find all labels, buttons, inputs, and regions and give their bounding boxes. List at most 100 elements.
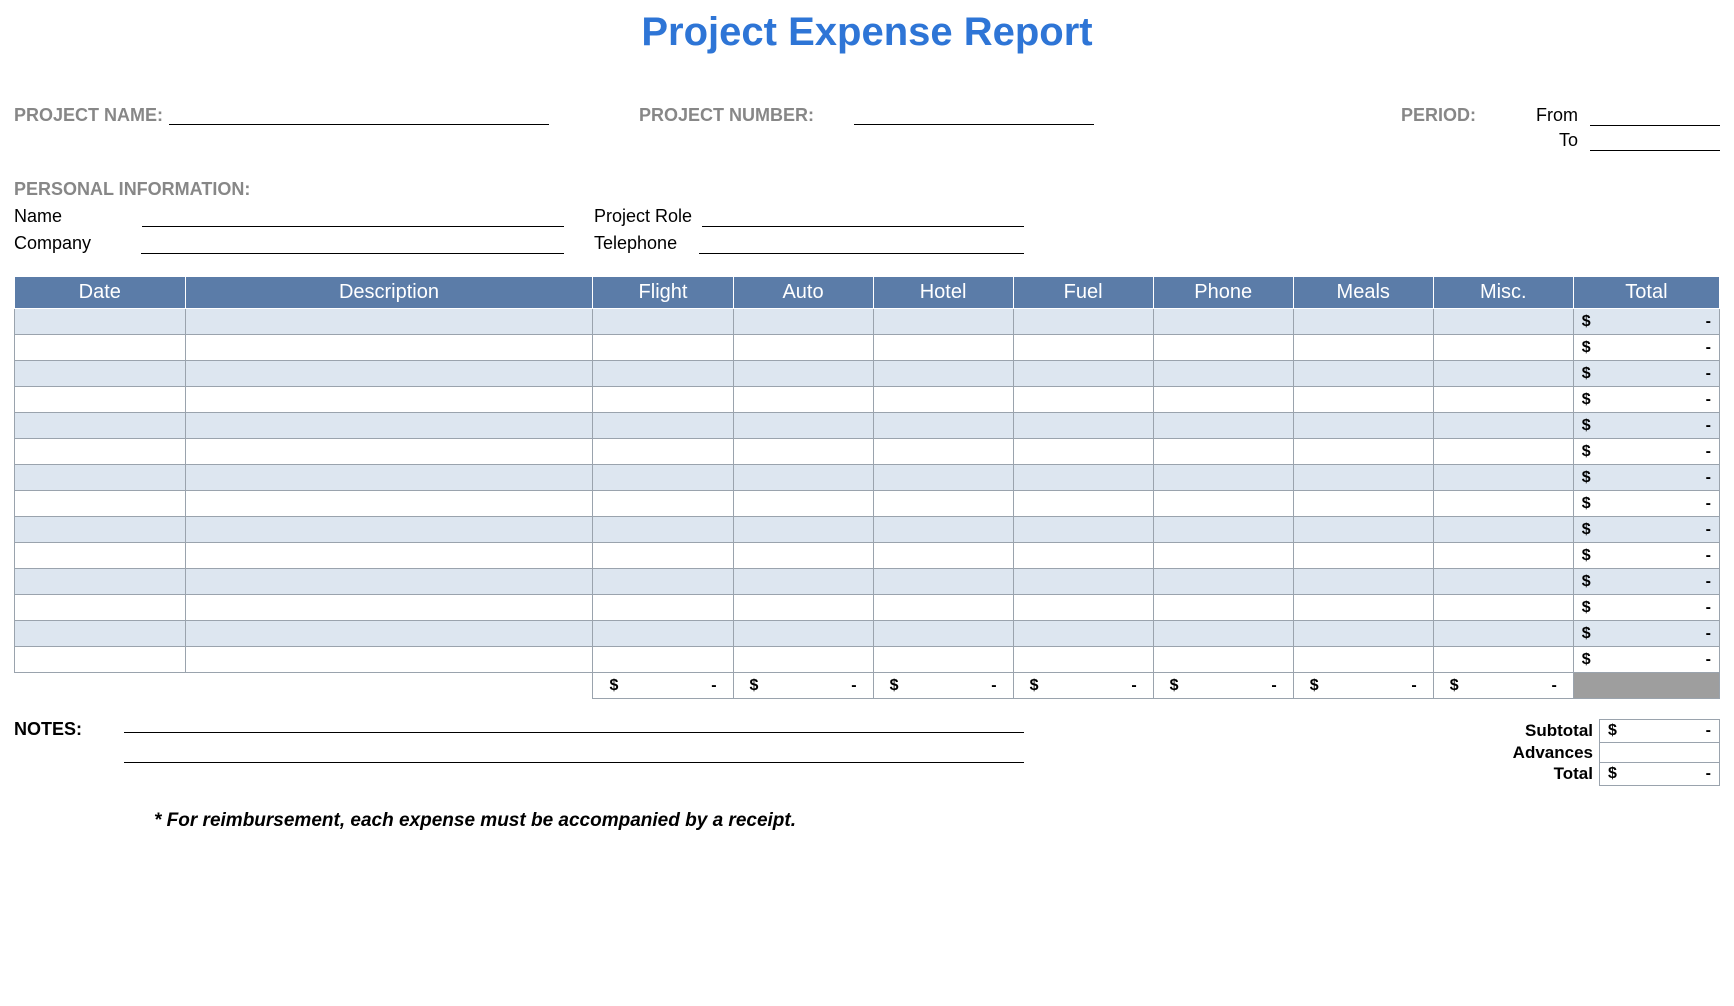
table-cell[interactable] bbox=[15, 543, 186, 569]
table-cell[interactable] bbox=[873, 491, 1013, 517]
table-cell[interactable] bbox=[593, 335, 733, 361]
table-cell[interactable] bbox=[1153, 335, 1293, 361]
table-cell[interactable] bbox=[1433, 595, 1573, 621]
table-cell[interactable] bbox=[185, 491, 593, 517]
table-cell[interactable] bbox=[1153, 413, 1293, 439]
table-cell[interactable] bbox=[1293, 543, 1433, 569]
table-cell[interactable] bbox=[1013, 413, 1153, 439]
table-cell[interactable] bbox=[593, 569, 733, 595]
table-cell[interactable] bbox=[873, 361, 1013, 387]
table-cell[interactable] bbox=[1293, 361, 1433, 387]
table-cell[interactable] bbox=[1433, 569, 1573, 595]
table-cell[interactable] bbox=[1013, 335, 1153, 361]
table-cell[interactable] bbox=[1013, 465, 1153, 491]
table-cell[interactable] bbox=[1293, 569, 1433, 595]
table-cell[interactable] bbox=[733, 595, 873, 621]
table-cell[interactable] bbox=[733, 621, 873, 647]
table-cell[interactable] bbox=[15, 387, 186, 413]
table-cell[interactable] bbox=[873, 517, 1013, 543]
table-cell[interactable] bbox=[1433, 465, 1573, 491]
table-cell[interactable] bbox=[1153, 465, 1293, 491]
table-cell[interactable] bbox=[15, 309, 186, 335]
table-cell[interactable] bbox=[15, 439, 186, 465]
table-cell[interactable] bbox=[1433, 647, 1573, 673]
table-cell[interactable] bbox=[873, 595, 1013, 621]
table-cell[interactable] bbox=[1293, 413, 1433, 439]
table-cell[interactable] bbox=[185, 465, 593, 491]
table-cell[interactable] bbox=[1153, 491, 1293, 517]
table-cell[interactable] bbox=[1153, 439, 1293, 465]
table-cell[interactable] bbox=[873, 569, 1013, 595]
table-cell[interactable] bbox=[15, 595, 186, 621]
table-cell[interactable] bbox=[1293, 439, 1433, 465]
table-cell[interactable] bbox=[1433, 335, 1573, 361]
table-cell[interactable] bbox=[185, 647, 593, 673]
table-cell[interactable] bbox=[1153, 543, 1293, 569]
table-cell[interactable] bbox=[593, 543, 733, 569]
table-cell[interactable] bbox=[15, 569, 186, 595]
table-cell[interactable] bbox=[1013, 361, 1153, 387]
period-to-input[interactable] bbox=[1590, 131, 1720, 151]
table-cell[interactable] bbox=[733, 647, 873, 673]
table-cell[interactable] bbox=[593, 595, 733, 621]
table-cell[interactable] bbox=[733, 543, 873, 569]
table-cell[interactable] bbox=[1153, 517, 1293, 543]
table-cell[interactable] bbox=[1293, 387, 1433, 413]
table-cell[interactable] bbox=[873, 621, 1013, 647]
table-cell[interactable] bbox=[593, 361, 733, 387]
table-cell[interactable] bbox=[1153, 595, 1293, 621]
table-cell[interactable] bbox=[15, 361, 186, 387]
table-cell[interactable] bbox=[1153, 647, 1293, 673]
table-cell[interactable] bbox=[1293, 309, 1433, 335]
table-cell[interactable] bbox=[873, 439, 1013, 465]
table-cell[interactable] bbox=[1293, 335, 1433, 361]
table-cell[interactable] bbox=[15, 335, 186, 361]
advances-value[interactable] bbox=[1600, 743, 1720, 763]
table-cell[interactable] bbox=[1013, 491, 1153, 517]
table-cell[interactable] bbox=[1013, 517, 1153, 543]
table-cell[interactable] bbox=[1013, 569, 1153, 595]
table-cell[interactable] bbox=[593, 647, 733, 673]
table-cell[interactable] bbox=[1153, 569, 1293, 595]
project-role-input[interactable] bbox=[702, 207, 1024, 227]
table-cell[interactable] bbox=[1433, 439, 1573, 465]
table-cell[interactable] bbox=[15, 413, 186, 439]
table-cell[interactable] bbox=[733, 465, 873, 491]
table-cell[interactable] bbox=[733, 335, 873, 361]
table-cell[interactable] bbox=[593, 387, 733, 413]
table-cell[interactable] bbox=[593, 439, 733, 465]
table-cell[interactable] bbox=[15, 465, 186, 491]
table-cell[interactable] bbox=[593, 621, 733, 647]
table-cell[interactable] bbox=[1153, 387, 1293, 413]
table-cell[interactable] bbox=[733, 491, 873, 517]
company-input[interactable] bbox=[141, 234, 564, 254]
table-cell[interactable] bbox=[593, 309, 733, 335]
table-cell[interactable] bbox=[1293, 595, 1433, 621]
table-cell[interactable] bbox=[1153, 621, 1293, 647]
table-cell[interactable] bbox=[185, 569, 593, 595]
table-cell[interactable] bbox=[1293, 465, 1433, 491]
table-cell[interactable] bbox=[1013, 387, 1153, 413]
table-cell[interactable] bbox=[873, 647, 1013, 673]
table-cell[interactable] bbox=[1293, 647, 1433, 673]
table-cell[interactable] bbox=[1013, 543, 1153, 569]
table-cell[interactable] bbox=[1433, 621, 1573, 647]
table-cell[interactable] bbox=[873, 465, 1013, 491]
table-cell[interactable] bbox=[593, 517, 733, 543]
project-number-input[interactable] bbox=[854, 105, 1094, 125]
table-cell[interactable] bbox=[1153, 309, 1293, 335]
telephone-input[interactable] bbox=[699, 234, 1024, 254]
table-cell[interactable] bbox=[1433, 413, 1573, 439]
table-cell[interactable] bbox=[1433, 309, 1573, 335]
table-cell[interactable] bbox=[733, 309, 873, 335]
table-cell[interactable] bbox=[1433, 387, 1573, 413]
table-cell[interactable] bbox=[185, 309, 593, 335]
table-cell[interactable] bbox=[1433, 517, 1573, 543]
table-cell[interactable] bbox=[873, 335, 1013, 361]
table-cell[interactable] bbox=[185, 517, 593, 543]
table-cell[interactable] bbox=[1013, 595, 1153, 621]
table-cell[interactable] bbox=[593, 465, 733, 491]
table-cell[interactable] bbox=[1013, 439, 1153, 465]
table-cell[interactable] bbox=[1013, 647, 1153, 673]
table-cell[interactable] bbox=[1293, 517, 1433, 543]
